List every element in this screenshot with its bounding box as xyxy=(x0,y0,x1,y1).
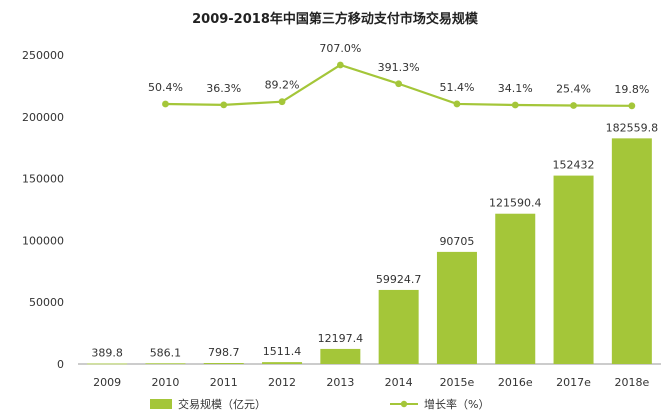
line-point xyxy=(570,102,577,109)
x-tick-label: 2013 xyxy=(326,376,354,389)
y-tick-label: 150000 xyxy=(22,173,64,186)
bar-value-label: 1511.4 xyxy=(263,345,302,358)
line-point xyxy=(453,100,461,108)
line-point xyxy=(511,101,519,109)
x-tick-label: 2009 xyxy=(93,376,121,389)
bar xyxy=(553,175,594,364)
bar xyxy=(611,138,652,364)
bar-value-label: 152432 xyxy=(553,159,595,172)
bar-value-label: 389.8 xyxy=(91,347,123,360)
x-tick-label: 2018e xyxy=(614,376,649,389)
x-tick-label: 2011 xyxy=(210,376,238,389)
legend: 交易规模（亿元） 增长率（%） xyxy=(150,397,489,411)
x-tick-label: 2016e xyxy=(498,376,533,389)
bar xyxy=(145,363,186,365)
legend-bar-swatch xyxy=(150,399,172,409)
bar xyxy=(436,251,477,364)
line-point xyxy=(220,101,228,109)
legend-line-label: 增长率（%） xyxy=(424,397,489,411)
bar-value-label: 182559.8 xyxy=(606,121,659,134)
line-value-label: 34.1% xyxy=(498,82,533,95)
line-value-label: 707.0% xyxy=(319,42,361,55)
x-tick-label: 2010 xyxy=(151,376,179,389)
line-value-label: 51.4% xyxy=(439,81,474,94)
legend-bar-label: 交易规模（亿元） xyxy=(178,397,266,411)
x-tick-label: 2017e xyxy=(556,376,591,389)
line-point xyxy=(628,102,636,110)
bar xyxy=(495,213,536,364)
line-value-label: 50.4% xyxy=(148,81,183,94)
y-tick-label: 50000 xyxy=(29,296,64,309)
bar-value-label: 798.7 xyxy=(208,346,240,359)
line-point xyxy=(278,98,286,106)
chart-title: 2009-2018年中国第三方移动支付市场交易规模 xyxy=(192,11,479,27)
y-tick-label: 0 xyxy=(57,358,64,371)
x-tick-label: 2014 xyxy=(385,376,413,389)
line-value-label: 36.3% xyxy=(206,82,241,95)
bar xyxy=(320,348,361,364)
bar xyxy=(262,362,303,364)
bar-value-label: 586.1 xyxy=(150,346,182,359)
legend-line-dot xyxy=(400,400,408,408)
y-tick-label: 200000 xyxy=(22,111,64,124)
x-tick-label: 2015e xyxy=(440,376,475,389)
bar-value-label: 90705 xyxy=(439,235,474,248)
y-tick-label: 250000 xyxy=(22,49,64,62)
line-value-label: 19.8% xyxy=(614,83,649,96)
line-point xyxy=(162,100,169,108)
bar-value-label: 121590.4 xyxy=(489,197,542,210)
line-point xyxy=(395,80,403,88)
bar-value-label: 59924.7 xyxy=(376,273,422,286)
line-value-label: 391.3% xyxy=(378,61,420,74)
bar-value-label: 12197.4 xyxy=(318,332,364,345)
y-tick-label: 100000 xyxy=(22,234,64,247)
line-value-label: 25.4% xyxy=(556,82,591,95)
line-point xyxy=(336,61,344,69)
x-tick-label: 2012 xyxy=(268,376,296,389)
bar xyxy=(203,363,244,364)
bar xyxy=(378,289,419,364)
line-value-label: 89.2% xyxy=(265,79,300,92)
bar xyxy=(87,363,128,365)
